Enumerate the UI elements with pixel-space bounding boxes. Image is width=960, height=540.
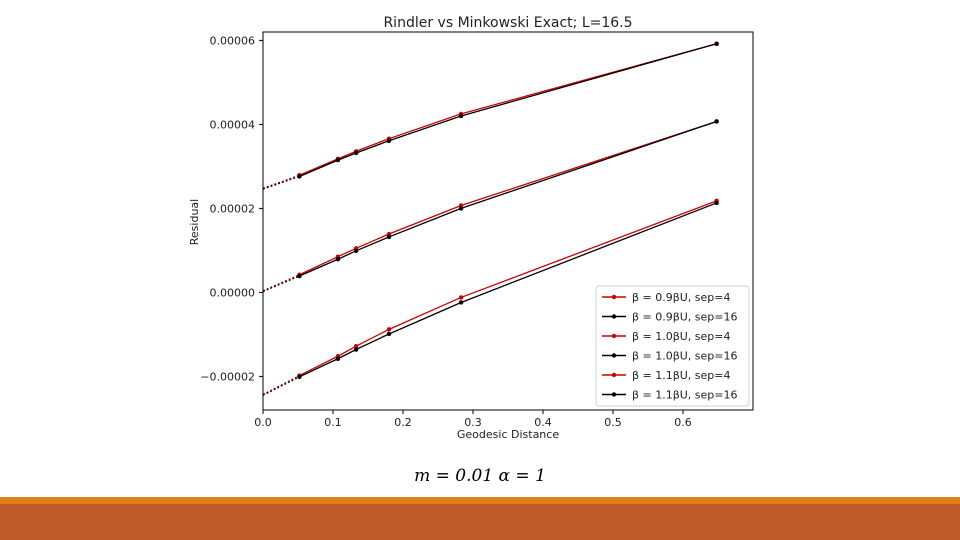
series-extrapolation-line bbox=[262, 274, 300, 292]
data-point bbox=[386, 234, 392, 240]
legend-label: β = 1.1βU, sep=16 bbox=[632, 389, 737, 402]
series-extrapolation-line bbox=[262, 376, 300, 396]
data-point bbox=[335, 157, 341, 163]
data-point bbox=[714, 200, 719, 206]
plot-area-frame bbox=[262, 31, 754, 411]
legend-swatch-marker bbox=[611, 294, 617, 300]
legend: β = 0.9βU, sep=4 β = 0.9βU, sep=16 β = 1.0… bbox=[595, 285, 750, 407]
series-extrapolation-line bbox=[262, 375, 300, 395]
x-tick-label: 0.6 bbox=[674, 416, 692, 429]
data-point bbox=[458, 300, 464, 305]
legend-label: β = 1.0βU, sep=4 bbox=[632, 330, 730, 343]
footer-accent-stripe bbox=[0, 497, 960, 504]
legend-swatch-marker bbox=[611, 372, 617, 378]
y-tick-label: 0.00002 bbox=[210, 202, 256, 215]
legend-item: β = 1.0βU, sep=16 bbox=[602, 350, 737, 363]
series-extrapolation-line bbox=[262, 175, 300, 190]
y-tick-label: −0.00002 bbox=[200, 370, 255, 383]
series-extrapolation-line bbox=[262, 174, 300, 189]
data-point bbox=[386, 331, 392, 337]
y-axis-label: Residual bbox=[188, 199, 201, 245]
legend-item: β = 1.1βU, sep=4 bbox=[602, 369, 730, 382]
chart: Rindler vs Minkowski Exact; L=16.5 Resid… bbox=[188, 15, 754, 441]
data-point bbox=[353, 150, 359, 156]
legend-item: β = 0.9βU, sep=4 bbox=[602, 291, 730, 304]
data-point bbox=[297, 174, 302, 179]
series-line bbox=[299, 43, 717, 178]
data-point bbox=[335, 257, 341, 262]
series-line bbox=[299, 120, 717, 276]
chart-title: Rindler vs Minkowski Exact; L=16.5 bbox=[383, 15, 632, 31]
legend-label: β = 1.0βU, sep=16 bbox=[632, 350, 737, 363]
legend-item: β = 1.1βU, sep=16 bbox=[602, 389, 737, 402]
legend-item: β = 1.0βU, sep=4 bbox=[602, 330, 730, 343]
y-tick-label: 0.00000 bbox=[210, 286, 256, 299]
data-point bbox=[458, 206, 464, 211]
data-point bbox=[353, 347, 359, 352]
data-point bbox=[353, 248, 359, 254]
legend-label: β = 1.1βU, sep=4 bbox=[632, 369, 730, 382]
series-line bbox=[299, 202, 717, 378]
series-1 bbox=[262, 41, 719, 189]
series-line bbox=[299, 120, 717, 277]
series-4 bbox=[262, 119, 719, 293]
x-axis-label: Geodesic Distance bbox=[457, 428, 559, 441]
data-point bbox=[714, 119, 719, 124]
series-line bbox=[299, 43, 717, 176]
legend-label: β = 0.9βU, sep=4 bbox=[632, 291, 730, 304]
series-line bbox=[299, 200, 717, 377]
series-2 bbox=[262, 41, 719, 190]
data-point bbox=[458, 113, 464, 119]
data-point bbox=[386, 138, 392, 143]
y-tick-label: 0.00006 bbox=[210, 34, 256, 47]
x-tick-label: 0.1 bbox=[324, 416, 342, 429]
legend-swatch-marker bbox=[611, 353, 617, 358]
legend-swatch-marker bbox=[611, 333, 617, 339]
x-tick-label: 0.5 bbox=[604, 416, 622, 429]
legend-swatch-marker bbox=[611, 314, 617, 319]
data-point bbox=[714, 41, 719, 46]
x-tick-label: 0.3 bbox=[464, 416, 482, 429]
series-6 bbox=[262, 200, 719, 396]
legend-box bbox=[595, 285, 750, 407]
x-tick-label: 0.4 bbox=[534, 416, 552, 429]
formula-caption: m = 0.01 α = 1 bbox=[414, 466, 546, 486]
x-tick-label: 0.0 bbox=[254, 416, 272, 429]
data-point bbox=[458, 295, 464, 300]
legend-label: β = 0.9βU, sep=16 bbox=[632, 311, 737, 324]
y-tick-label: 0.00004 bbox=[210, 118, 256, 131]
data-point bbox=[297, 374, 302, 380]
legend-swatch-marker bbox=[611, 392, 617, 397]
data-point bbox=[335, 356, 341, 361]
x-tick-label: 0.2 bbox=[394, 416, 412, 429]
legend-item: β = 0.9βU, sep=16 bbox=[602, 311, 737, 324]
footer-bar bbox=[0, 504, 960, 540]
data-point bbox=[297, 273, 302, 279]
series-extrapolation-line bbox=[262, 275, 300, 293]
data-point bbox=[353, 343, 359, 349]
series-3 bbox=[262, 119, 719, 292]
data-point bbox=[386, 327, 392, 332]
